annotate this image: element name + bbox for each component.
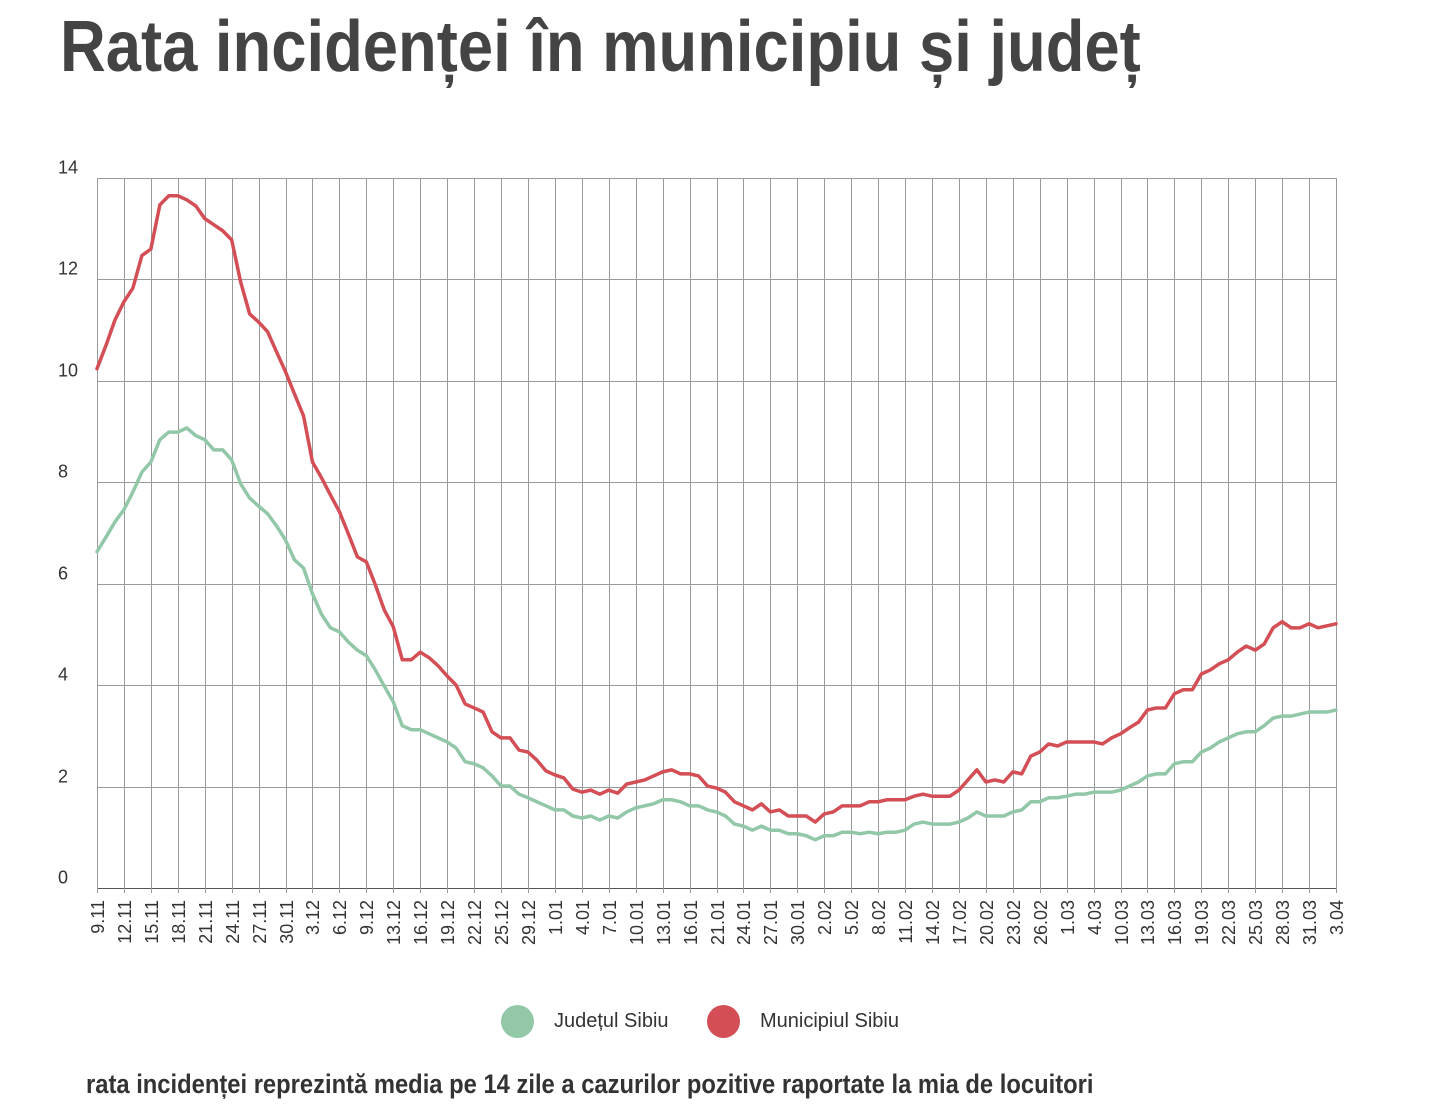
- x-tick-label: 28.03: [1273, 900, 1293, 945]
- x-axis-tick-labels: 9.11 12.11 15.11 18.11 21.11 24.11 27.11 30.11 3…: [88, 900, 1347, 945]
- x-tick-label: 6.12: [330, 900, 350, 935]
- y-tick-label: 2: [58, 767, 68, 787]
- x-tick-label: 22.03: [1219, 900, 1239, 945]
- x-tick-label: 27.11: [250, 900, 270, 944]
- x-tick-label: 30.01: [788, 900, 808, 945]
- x-tick-label: 13.12: [384, 900, 404, 945]
- x-tick-label: 7.01: [600, 900, 620, 935]
- legend-label-judetul-sibiu: Județul Sibiu: [554, 1009, 669, 1032]
- x-tick-label: 18.11: [169, 900, 189, 944]
- x-tick-label: 16.01: [681, 900, 701, 945]
- x-tick-label: 27.01: [761, 900, 781, 945]
- x-tick-label: 30.11: [277, 900, 297, 944]
- y-tick-label: 12: [58, 259, 78, 279]
- legend-item-judetul-sibiu[interactable]: Județul Sibiu: [501, 1004, 669, 1038]
- x-tick-label: 3.04: [1327, 900, 1347, 935]
- x-tick-label: 10.01: [627, 900, 647, 945]
- x-tick-label: 25.12: [492, 900, 512, 945]
- legend: Județul Sibiu Municipiul Sibiu: [0, 1004, 1439, 1038]
- x-tick-label: 17.02: [950, 900, 970, 945]
- x-tick-label: 24.11: [223, 900, 243, 944]
- chart-title: Rata incidenței în municipiu și județ: [60, 7, 1141, 87]
- x-tick-label: 1.01: [546, 900, 566, 935]
- x-tick-label: 8.02: [869, 900, 889, 935]
- y-axis-tick-labels: 0 2 4 6 8 10 12 14: [58, 158, 78, 888]
- x-tick-label: 4.03: [1085, 900, 1105, 935]
- chart-footnote: rata incidenței reprezintă media pe 14 z…: [86, 1069, 1094, 1099]
- x-tick-label: 29.12: [519, 900, 539, 945]
- x-tick-label: 21.11: [196, 900, 216, 944]
- x-tick-label: 20.02: [977, 900, 997, 945]
- x-tick-label: 13.03: [1138, 900, 1158, 945]
- x-tick-label: 16.03: [1165, 900, 1185, 945]
- y-tick-label: 14: [58, 158, 78, 178]
- x-tick-label: 14.02: [923, 900, 943, 945]
- x-tick-label: 9.11: [88, 900, 108, 934]
- x-tick-label: 24.01: [734, 900, 754, 945]
- x-tick-label: 16.12: [411, 900, 431, 945]
- x-tick-label: 23.02: [1004, 900, 1024, 945]
- line-chart: 0 2 4 6 8 10 12 14 9.11 12.11 15.11 18.11 21.11 24.1…: [58, 158, 1347, 946]
- x-tick-label: 21.01: [708, 900, 728, 945]
- x-tick-label: 12.11: [115, 900, 135, 944]
- series-line-judetul-sibiu[interactable]: [95, 426, 1338, 842]
- series-lines: [95, 194, 1338, 842]
- y-tick-label: 10: [58, 361, 78, 381]
- x-tick-label: 3.12: [303, 900, 323, 935]
- x-tick-label: 9.12: [357, 900, 377, 935]
- legend-item-municipiul-sibiu[interactable]: Municipiul Sibiu: [707, 1004, 899, 1038]
- vertical-gridlines: [97, 178, 1337, 893]
- legend-label-municipiul-sibiu: Municipiul Sibiu: [760, 1009, 899, 1032]
- x-tick-label: 19.03: [1192, 900, 1212, 945]
- y-tick-label: 0: [58, 868, 68, 888]
- x-tick-label: 1.03: [1058, 900, 1078, 935]
- x-tick-label: 19.12: [438, 900, 458, 945]
- x-tick-label: 2.02: [815, 900, 835, 935]
- x-tick-label: 4.01: [573, 900, 593, 935]
- x-tick-label: 31.03: [1300, 900, 1320, 945]
- x-tick-label: 5.02: [842, 900, 862, 935]
- x-tick-label: 11.02: [896, 900, 916, 944]
- x-tick-label: 10.03: [1112, 900, 1132, 945]
- y-tick-label: 8: [58, 462, 68, 482]
- x-tick-label: 22.12: [465, 900, 485, 945]
- series-line-municipiul-sibiu[interactable]: [95, 194, 1338, 824]
- legend-swatch-municipiul-sibiu: [707, 1004, 740, 1038]
- y-tick-label: 4: [58, 665, 68, 685]
- x-tick-label: 26.02: [1031, 900, 1051, 945]
- x-tick-label: 15.11: [142, 900, 162, 944]
- x-tick-label: 13.01: [654, 900, 674, 945]
- legend-swatch-judetul-sibiu: [501, 1004, 534, 1038]
- x-tick-label: 25.03: [1246, 900, 1266, 945]
- y-tick-label: 6: [58, 564, 68, 584]
